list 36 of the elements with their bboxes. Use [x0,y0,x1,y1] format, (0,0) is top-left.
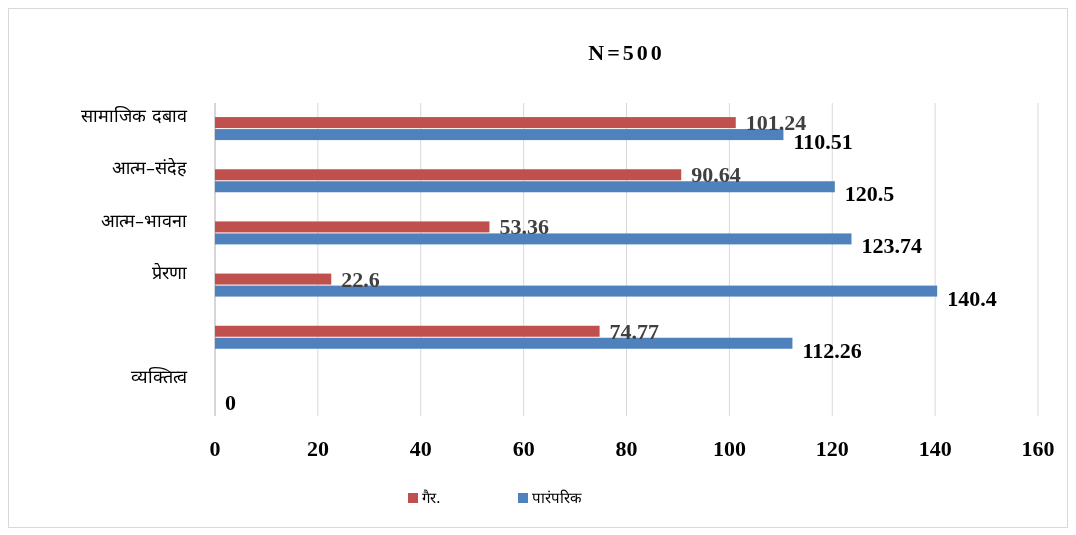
bar [215,169,682,181]
data-label: 112.26 [802,337,862,363]
bar [215,285,938,297]
bar [215,273,332,285]
x-tick-label: 160 [1021,436,1055,461]
bar [215,181,835,193]
legend-label: पारंपरिक [532,489,582,507]
x-tick-label: 100 [712,436,746,461]
data-label: 90.64 [691,162,741,188]
bar [215,129,784,141]
data-label: 74.77 [609,318,660,344]
data-label: 123.74 [861,233,922,259]
x-tick-label: 0 [209,436,221,461]
bar [215,325,600,337]
y-tick-label: सामाजिक दबाव [81,105,188,127]
x-tick-label: 140 [918,436,952,461]
chart-title: N=500 [588,40,665,65]
x-tick-label: 80 [615,436,638,461]
x-tick-label: 60 [512,436,535,461]
y-tick-label: आत्म–संदेह [112,157,187,179]
data-label: 53.36 [499,214,549,240]
data-label: 120.5 [844,181,895,207]
bar [215,337,793,349]
y-tick-label: आत्म–भावना [101,209,187,231]
data-label: 140.4 [947,285,997,311]
x-tick-label: 40 [409,436,432,461]
bar [215,221,490,233]
y-tick-label: प्रेरणा [152,261,187,283]
legend-label: गैर. [422,489,441,507]
x-tick-label: 20 [306,436,329,461]
bar [215,233,852,245]
y-tick-label: व्यक्तित्व [131,366,188,388]
bar [215,117,736,129]
x-tick-label: 120 [815,436,849,461]
data-label: 22.6 [341,266,380,292]
data-label: 0 [225,389,236,415]
